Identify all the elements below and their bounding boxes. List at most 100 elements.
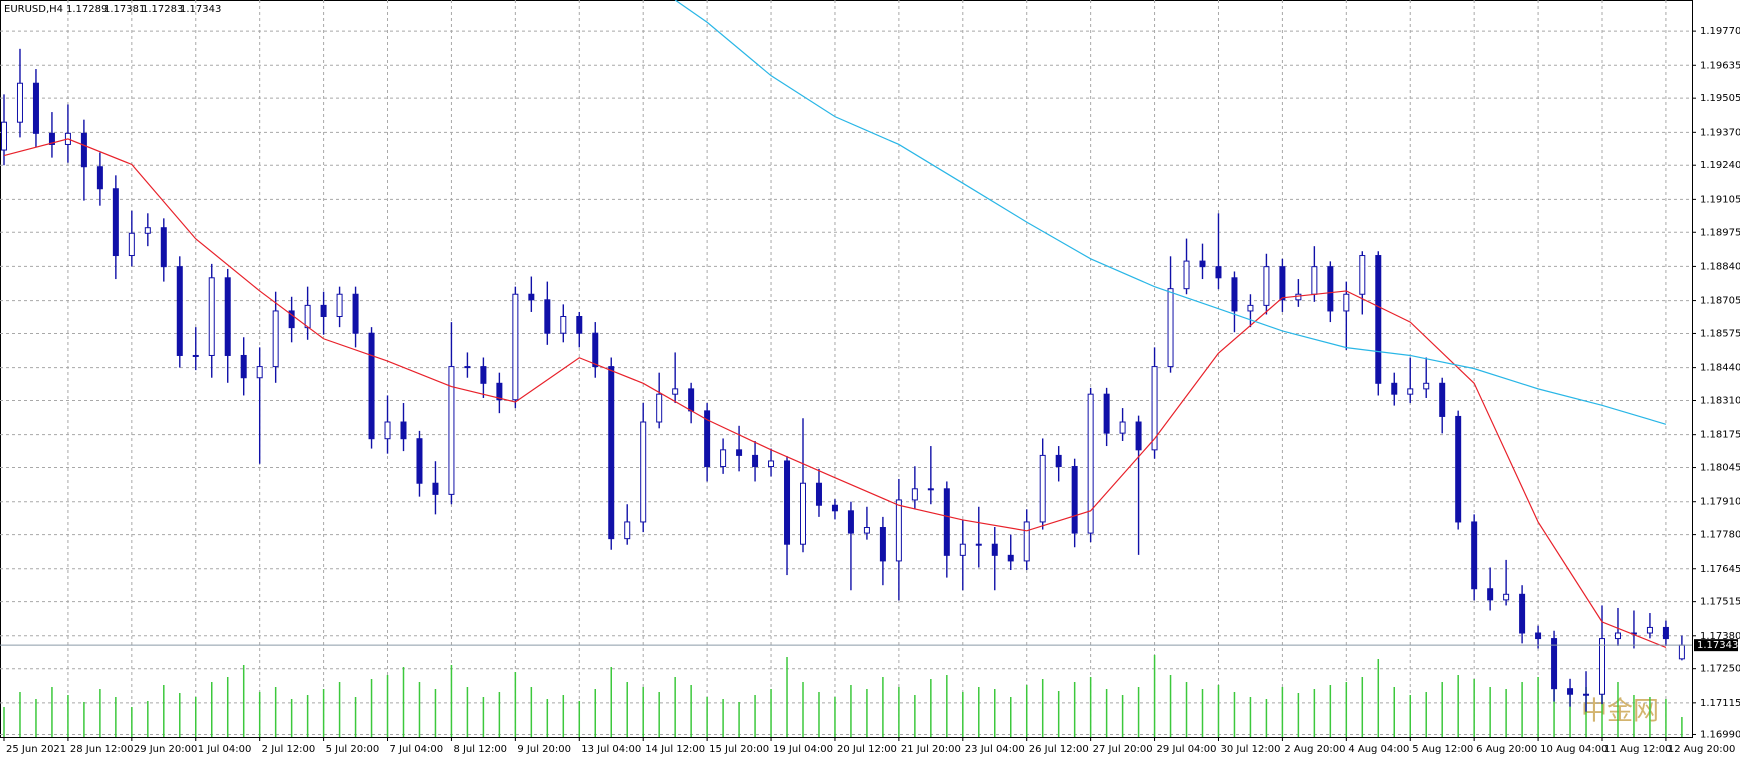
header-low: 1.17283 <box>142 4 183 15</box>
candle-body <box>800 482 806 545</box>
candle-body <box>320 304 327 318</box>
candle-body <box>1407 388 1414 395</box>
candle-body <box>96 166 103 190</box>
candle-body <box>112 188 119 257</box>
candle-body <box>1135 421 1142 451</box>
candle-body <box>272 310 279 368</box>
candle-body <box>879 527 886 562</box>
y-tick-label: 1.18440 <box>1700 363 1740 374</box>
x-tick-label: 12 Aug 20:00 <box>1668 744 1735 755</box>
y-tick-label: 1.17250 <box>1700 664 1740 675</box>
candle-body <box>1311 266 1318 295</box>
candle-body <box>512 293 519 401</box>
header-open: 1.17289 <box>66 4 107 15</box>
candle-body <box>144 227 151 234</box>
candle-body <box>256 366 263 379</box>
candle-body <box>911 488 918 501</box>
candle-body <box>1646 626 1653 634</box>
y-tick-label: 1.17380 <box>1700 631 1740 642</box>
candle-body <box>1279 266 1286 301</box>
x-tick-label: 14 Jul 12:00 <box>645 744 705 755</box>
candle-body <box>704 410 711 468</box>
x-tick-label: 6 Aug 20:00 <box>1476 744 1537 755</box>
x-tick-label: 10 Aug 04:00 <box>1540 744 1607 755</box>
y-tick-label: 1.17780 <box>1700 530 1740 541</box>
x-tick-label: 11 Aug 12:00 <box>1604 744 1671 755</box>
candle-body <box>1678 644 1685 660</box>
candle-body <box>1439 382 1446 417</box>
candle-body <box>863 527 870 534</box>
moving-averages <box>3 0 1667 648</box>
x-tick-label: 5 Jul 20:00 <box>326 744 380 755</box>
header: EURUSD,H4 1.17289 1.17381 1.17283 1.1734… <box>4 4 221 15</box>
y-tick-label: 1.18975 <box>1700 227 1740 238</box>
y-tick-label: 1.17645 <box>1700 564 1740 575</box>
candle-body <box>1471 521 1478 590</box>
y-tick-label: 1.19770 <box>1700 26 1740 37</box>
x-tick-label: 29 Jul 04:00 <box>1157 744 1217 755</box>
candle-body <box>1599 638 1605 695</box>
candle-body <box>576 316 583 334</box>
candle-body <box>1039 454 1046 523</box>
y-tick-label: 1.17515 <box>1700 597 1740 608</box>
candle-body <box>368 332 375 440</box>
candle-body <box>1583 693 1590 696</box>
candle-body <box>784 460 791 545</box>
x-tick-label: 5 Aug 12:00 <box>1412 744 1473 755</box>
x-tick-label: 4 Aug 04:00 <box>1348 744 1409 755</box>
candle-body <box>1183 260 1190 290</box>
candle-body <box>128 232 135 257</box>
candle-body <box>1215 266 1222 279</box>
y-tick-label: 1.19370 <box>1700 127 1740 138</box>
candle-body <box>448 366 455 495</box>
candle-body <box>1662 626 1669 640</box>
y-tick-label: 1.17910 <box>1700 497 1740 508</box>
candle-body <box>975 543 982 546</box>
y-tick-label: 1.18310 <box>1700 396 1740 407</box>
candle-body <box>1087 393 1094 534</box>
y-tick-label: 1.16990 <box>1700 729 1740 740</box>
grid <box>0 0 1692 737</box>
candle-body <box>304 304 311 329</box>
candle-body <box>288 310 295 329</box>
candle-body <box>1007 554 1014 562</box>
candle-body <box>1199 260 1206 268</box>
candle-body <box>1119 421 1126 434</box>
candle-body <box>736 449 743 456</box>
candle-body <box>1231 277 1238 312</box>
volume <box>3 655 1683 737</box>
candle-body <box>1151 366 1158 451</box>
candle-body <box>352 293 359 334</box>
header-close: 1.17343 <box>180 4 221 15</box>
moving-average-line <box>674 0 1667 425</box>
x-tick-label: 25 Jun 2021 <box>6 744 66 755</box>
candle-body <box>1487 588 1494 601</box>
candle-body <box>1055 454 1062 468</box>
candle-body <box>768 460 775 468</box>
candle-body <box>1503 593 1510 601</box>
x-tick-label: 21 Jul 20:00 <box>901 744 961 755</box>
candle-body <box>640 421 647 523</box>
x-tick-label: 9 Jul 20:00 <box>517 744 571 755</box>
candle-body <box>1535 632 1542 640</box>
x-tick-label: 30 Jul 12:00 <box>1220 744 1280 755</box>
moving-average-line <box>3 138 1667 648</box>
candle-body <box>815 482 822 506</box>
candle-body <box>1247 304 1254 312</box>
candle-body <box>1023 521 1030 562</box>
candle-body <box>1519 593 1526 634</box>
candle-body <box>80 132 87 168</box>
candle-body <box>1295 293 1302 301</box>
y-tick-label: 1.19105 <box>1700 194 1740 205</box>
current-price-label: 1.17343 <box>1697 640 1738 651</box>
candle-body <box>943 488 950 556</box>
x-tick-label: 28 Jun 12:00 <box>70 744 134 755</box>
candle-body <box>16 82 23 123</box>
candle-body <box>1567 688 1574 695</box>
header-high: 1.17381 <box>104 4 145 15</box>
x-tick-label: 2 Jul 12:00 <box>262 744 316 755</box>
x-tick-label: 29 Jun 20:00 <box>134 744 198 755</box>
plot-frame <box>0 0 1693 738</box>
current-price-box <box>1694 639 1738 652</box>
candles <box>1 48 1685 712</box>
